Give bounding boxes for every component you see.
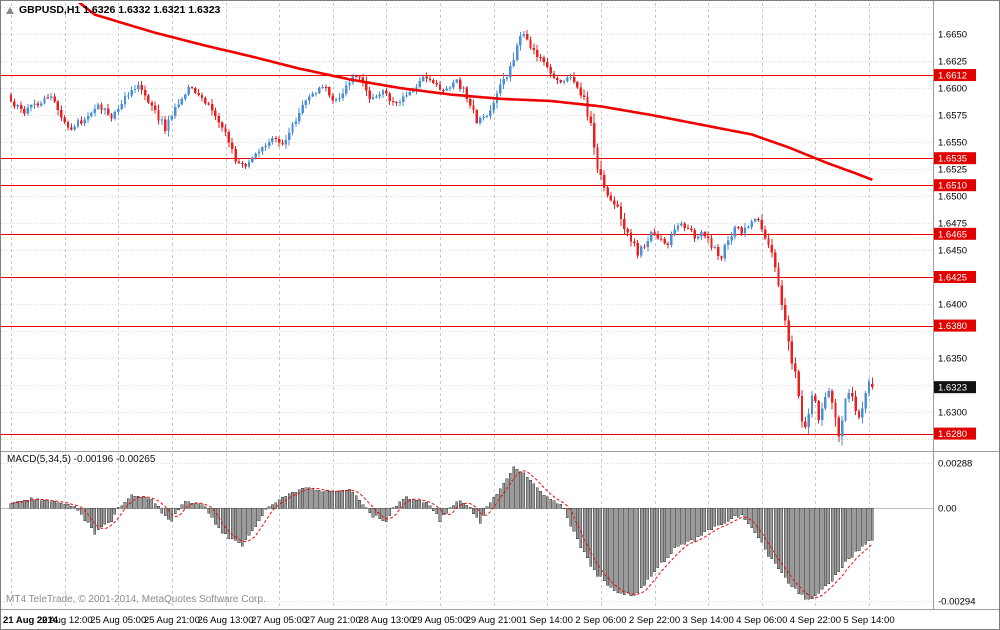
svg-text:1.6650: 1.6650: [938, 30, 967, 41]
level-price-badge: [934, 427, 976, 440]
grid-layer: [1, 3, 933, 607]
svg-text:-0.00294: -0.00294: [938, 597, 976, 608]
svg-text:1.6500: 1.6500: [938, 192, 967, 203]
svg-text:29 Aug 05:00: 29 Aug 05:00: [412, 615, 468, 626]
svg-text:1.6510: 1.6510: [938, 181, 967, 192]
svg-text:1.6475: 1.6475: [938, 219, 967, 230]
macd-signal-line: [10, 470, 873, 599]
svg-text:1.6323: 1.6323: [938, 383, 967, 394]
svg-text:1.6612: 1.6612: [938, 71, 967, 82]
svg-text:21 Aug 2014: 21 Aug 2014: [3, 615, 59, 626]
svg-text:4 Sep 22:00: 4 Sep 22:00: [790, 615, 841, 626]
svg-text:5 Sep 14:00: 5 Sep 14:00: [843, 615, 894, 626]
svg-text:1.6350: 1.6350: [938, 354, 967, 365]
mt4-logo-icon: [6, 6, 14, 14]
macd-histogram: [9, 466, 874, 600]
macd-scale[interactable]: 0.00288 0.00 -0.00294: [938, 459, 976, 608]
svg-text:4 Sep 06:00: 4 Sep 06:00: [736, 615, 787, 626]
svg-text:1.6535: 1.6535: [938, 154, 967, 165]
price-scale[interactable]: 1.66501.66251.66001.65751.65501.65251.65…: [934, 30, 976, 441]
svg-text:28 Aug 13:00: 28 Aug 13:00: [358, 615, 414, 626]
current-price-badge: [934, 381, 976, 394]
svg-text:2 Sep 06:00: 2 Sep 06:00: [575, 615, 626, 626]
svg-text:0.00288: 0.00288: [938, 459, 972, 470]
level-price-badge: [934, 179, 976, 192]
svg-text:1.6600: 1.6600: [938, 84, 967, 95]
ma-trend-line[interactable]: [11, 1, 873, 182]
svg-text:29 Aug 21:00: 29 Aug 21:00: [466, 615, 522, 626]
svg-text:25 Aug 21:00: 25 Aug 21:00: [144, 615, 200, 626]
svg-text:27 Aug 21:00: 27 Aug 21:00: [305, 615, 361, 626]
svg-text:1.6625: 1.6625: [938, 57, 967, 68]
svg-text:1.6465: 1.6465: [938, 229, 967, 240]
svg-text:1.6380: 1.6380: [938, 321, 967, 332]
svg-text:1.6400: 1.6400: [938, 300, 967, 311]
macd-indicator-label: MACD(5,34,5) -0.00196 -0.00265: [7, 454, 156, 465]
symbol-ohlc-label: GBPUSD,H1 1.6326 1.6332 1.6321 1.6323: [6, 4, 220, 16]
level-price-badge: [934, 319, 976, 332]
level-price-badge: [934, 152, 976, 165]
svg-text:0.00: 0.00: [938, 504, 957, 515]
svg-text:25 Aug 05:00: 25 Aug 05:00: [90, 615, 146, 626]
level-price-badge: [934, 271, 976, 283]
level-price-badge: [934, 69, 976, 82]
svg-text:1.6550: 1.6550: [938, 138, 967, 149]
svg-text:26 Aug 13:00: 26 Aug 13:00: [198, 615, 254, 626]
svg-text:1.6525: 1.6525: [938, 165, 967, 176]
svg-text:27 Aug 05:00: 27 Aug 05:00: [251, 615, 307, 626]
panel-separators: [1, 1, 999, 610]
svg-text:1.6425: 1.6425: [938, 273, 967, 284]
svg-text:1.6575: 1.6575: [938, 111, 967, 122]
svg-text:3 Sep 14:00: 3 Sep 14:00: [683, 615, 734, 626]
svg-text:2 Sep 22:00: 2 Sep 22:00: [629, 615, 680, 626]
symbol-ohlc-text: GBPUSD,H1 1.6326 1.6332 1.6321 1.6323: [19, 4, 221, 16]
candles-layer: [9, 30, 874, 446]
svg-text:1.6450: 1.6450: [938, 246, 967, 257]
copyright-text: MT4 TeleTrade, © 2001-2014, MetaQuotes S…: [6, 594, 266, 605]
level-lines-layer[interactable]: [1, 74, 933, 436]
svg-text:1 Sep 14:00: 1 Sep 14:00: [522, 615, 573, 626]
level-price-badge: [934, 227, 976, 240]
svg-text:1.6280: 1.6280: [938, 429, 967, 440]
svg-text:22 Aug 12:00: 22 Aug 12:00: [37, 615, 93, 626]
svg-text:1.6300: 1.6300: [938, 408, 967, 419]
